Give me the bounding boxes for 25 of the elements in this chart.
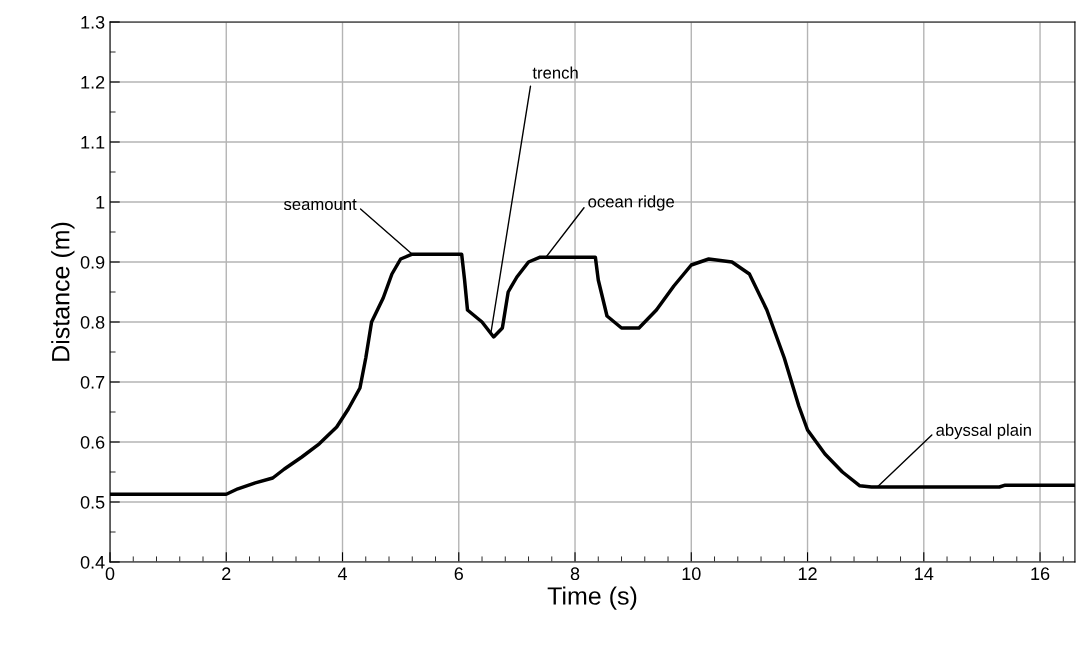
y-tick-label: 0.9 <box>80 255 105 269</box>
y-tick-label: 0.5 <box>80 495 105 509</box>
annotation: ocean ridge <box>588 195 674 211</box>
annotation: trench <box>532 66 578 79</box>
y-tick-label: 1.2 <box>81 75 105 89</box>
x-tick-label: 12 <box>798 567 817 580</box>
x-axis-title: Time (s) <box>547 586 637 610</box>
x-tick-label: 4 <box>337 567 347 580</box>
y-tick-label: 0.7 <box>80 375 105 389</box>
y-tick-label: 1.1 <box>81 136 105 149</box>
x-tick-label: 10 <box>682 567 701 581</box>
y-tick-label: 0.6 <box>80 435 105 449</box>
y-axis-title: Distance (m) <box>51 222 75 361</box>
y-tick-label: 1 <box>96 196 105 209</box>
annotation: seamount <box>283 199 357 211</box>
x-tick-label: 0 <box>105 567 115 581</box>
y-tick-label: 0.8 <box>80 315 105 329</box>
x-tick-label: 14 <box>915 567 934 580</box>
y-tick-label: 0.4 <box>80 555 105 569</box>
x-tick-label: 2 <box>222 567 231 580</box>
x-tick-label: 8 <box>570 567 580 581</box>
annotation: abyssal plain <box>936 423 1031 440</box>
x-tick-label: 16 <box>1031 567 1050 581</box>
x-tick-label: 6 <box>454 567 463 581</box>
y-tick-label: 1.3 <box>81 15 105 29</box>
